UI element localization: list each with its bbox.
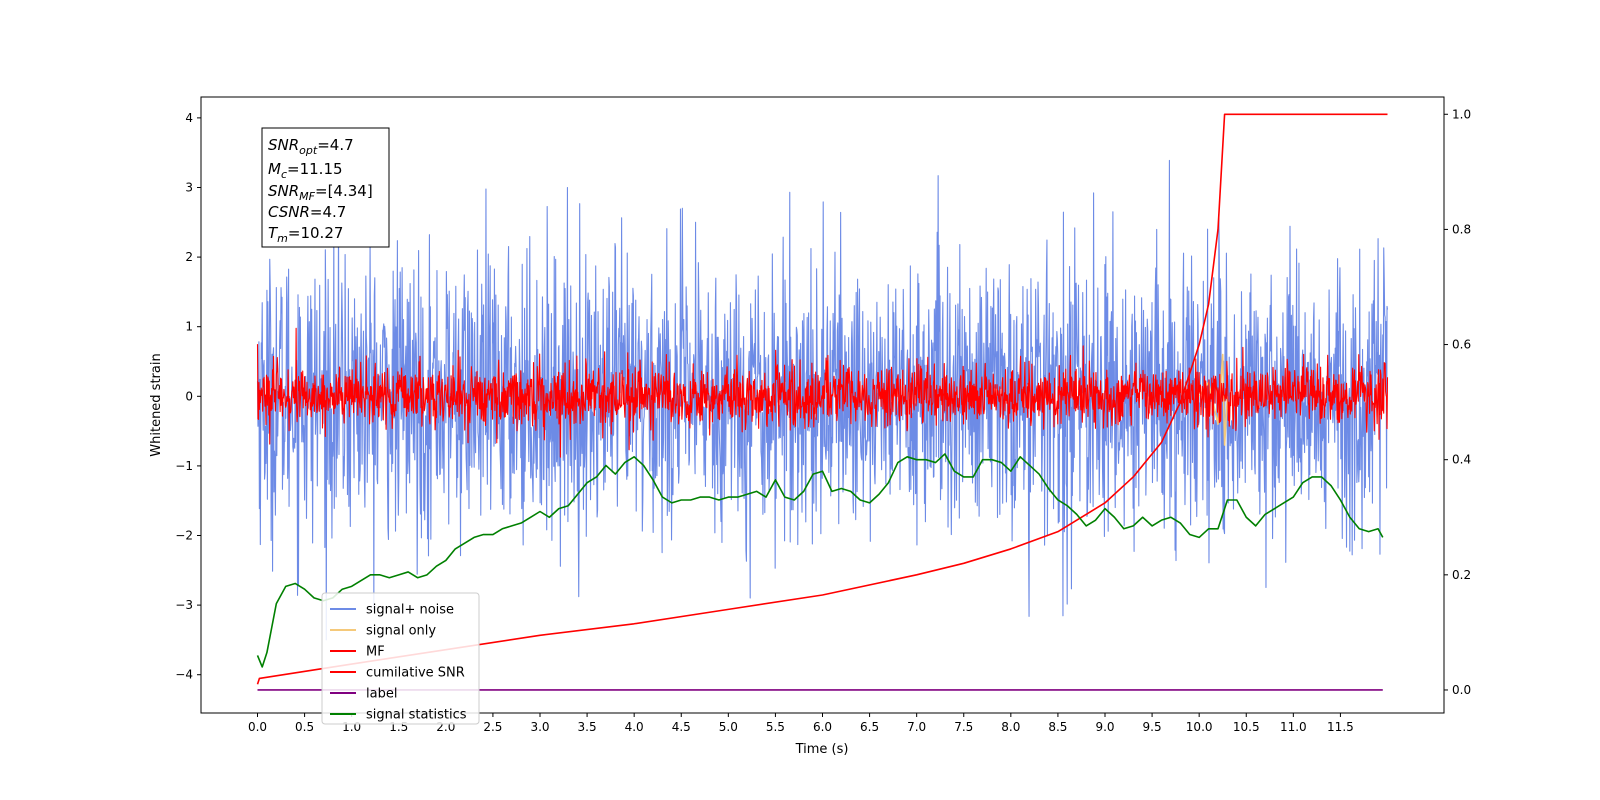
x-tick-label: 6.0 <box>813 720 832 734</box>
legend-label: label <box>366 687 397 702</box>
x-tick-label: 10.5 <box>1233 720 1260 734</box>
y-tick-label: −2 <box>175 529 193 543</box>
y-axis-label: Whitened strain <box>149 353 164 456</box>
x-tick-label: 3.0 <box>530 720 549 734</box>
x-tick-label: 0.5 <box>295 720 314 734</box>
series-signal-noise <box>256 159 1389 641</box>
x-tick-label: 9.5 <box>1143 720 1162 734</box>
y-tick-label: 2 <box>185 250 193 264</box>
x-tick-label: 4.0 <box>625 720 644 734</box>
legend-label: signal statistics <box>366 708 467 723</box>
info-csnr: CSNR=4.7 <box>268 203 346 221</box>
y-right-tick-label: 0.4 <box>1452 453 1471 467</box>
x-tick-label: 11.0 <box>1280 720 1307 734</box>
x-tick-label: 10.0 <box>1186 720 1213 734</box>
legend-label: MF <box>366 645 385 660</box>
info-snr-mf: SNRMF=[4.34] <box>268 182 373 203</box>
series-mf <box>256 327 1389 458</box>
x-tick-label: 7.5 <box>954 720 973 734</box>
x-tick-label: 7.0 <box>907 720 926 734</box>
y-tick-label: −1 <box>175 459 193 473</box>
info-snr-opt: SNRopt=4.7 <box>268 136 354 157</box>
y-right-tick-label: 0.0 <box>1452 683 1471 697</box>
legend-label: signal only <box>366 624 436 639</box>
legend: signal+ noise signal only MF cumilative SNR… <box>321 592 480 725</box>
x-tick-label: 5.5 <box>766 720 785 734</box>
x-tick-label: 2.5 <box>483 720 502 734</box>
info-tm: Tm=10.27 <box>268 224 343 245</box>
info-mc: Mc=11.15 <box>268 160 343 181</box>
y-tick-label: −4 <box>175 668 193 682</box>
y-right-tick-label: 0.8 <box>1452 222 1471 236</box>
x-tick-label: 11.5 <box>1327 720 1354 734</box>
y-right-tick-label: 1.0 <box>1452 107 1471 121</box>
x-tick-label: 6.5 <box>860 720 879 734</box>
x-tick-label: 4.5 <box>672 720 691 734</box>
y-tick-label: −3 <box>175 598 193 612</box>
y-axis-left: −4 −3 −2 −1 0 1 2 3 4 <box>175 111 201 682</box>
y-axis-right: 0.0 0.2 0.4 0.6 0.8 1.0 <box>1444 107 1471 697</box>
x-tick-label: 8.0 <box>1001 720 1020 734</box>
x-axis-label: Time (s) <box>795 742 849 757</box>
y-tick-label: 0 <box>185 389 193 403</box>
y-right-tick-label: 0.6 <box>1452 338 1471 352</box>
series-signal-statistics <box>256 453 1384 668</box>
info-box: SNRopt=4.7 Mc=11.15 SNRMF=[4.34] CSNR=4.… <box>261 127 390 248</box>
x-tick-label: 5.0 <box>719 720 738 734</box>
x-axis: 0.0 0.5 1.0 1.5 2.0 2.5 3.0 3.5 4.0 4.5 5.0 5.5 6.0 6… <box>248 713 1354 734</box>
x-tick-label: 8.5 <box>1048 720 1067 734</box>
legend-label: signal+ noise <box>366 603 454 618</box>
y-right-tick-label: 0.2 <box>1452 568 1471 582</box>
x-tick-label: 3.5 <box>578 720 597 734</box>
legend-frame <box>321 592 480 725</box>
y-tick-label: 4 <box>185 111 193 125</box>
y-tick-label: 1 <box>185 320 193 334</box>
x-tick-label: 0.0 <box>248 720 267 734</box>
legend-label: cumilative SNR <box>366 666 465 681</box>
x-tick-label: 9.0 <box>1095 720 1114 734</box>
info-box-frame <box>261 127 390 248</box>
y-tick-label: 3 <box>185 180 193 194</box>
